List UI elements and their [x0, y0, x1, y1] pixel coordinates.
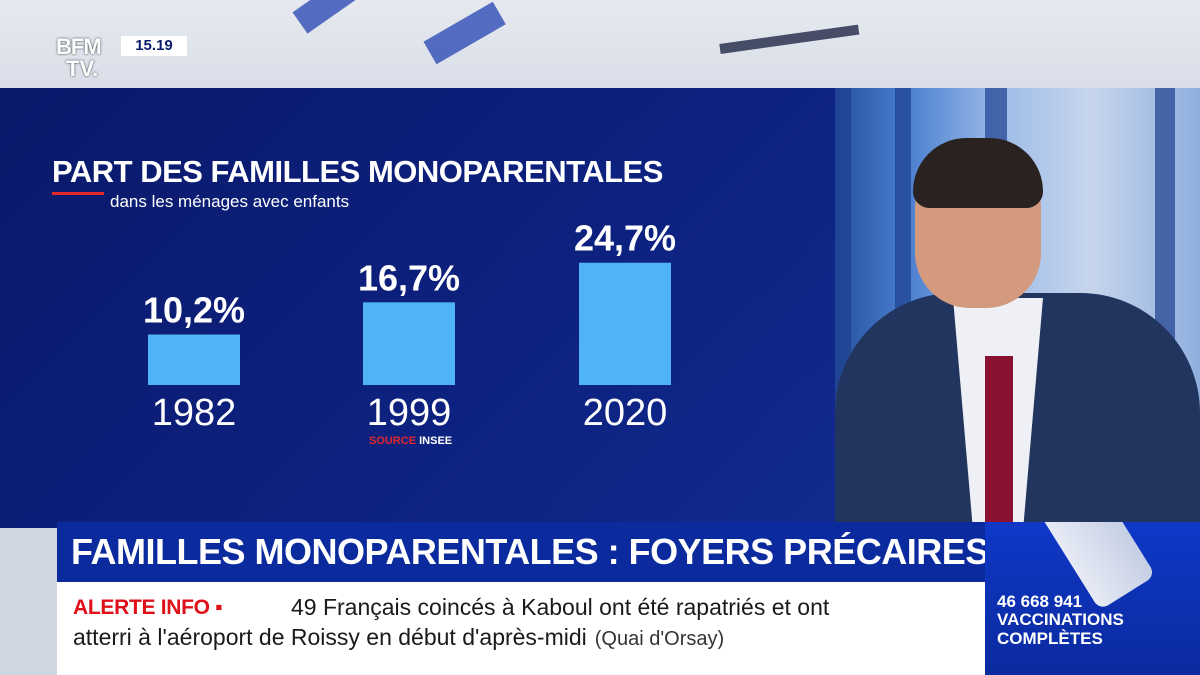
headline-banner: FAMILLES MONOPARENTALES : FOYERS PRÉCAIR…: [57, 522, 989, 582]
vaccination-count: 46 668 941: [997, 592, 1083, 611]
ticker-line2-text: atterri à l'aéroport de Roissy en début …: [73, 624, 587, 650]
category-label-2020: 2020: [583, 392, 668, 434]
studio-light-beam: [423, 1, 506, 65]
ticker-text-line2: atterri à l'aéroport de Roissy en début …: [73, 624, 724, 651]
headline-text: FAMILLES MONOPARENTALES : FOYERS PRÉCAIR…: [71, 531, 989, 572]
clock-time: 15.19: [121, 36, 187, 56]
category-label-1999: 1999: [367, 392, 452, 434]
alert-info-label: ALERTE INFO ▪: [73, 596, 223, 619]
data-label-2020: 24,7%: [574, 218, 676, 259]
chart-panel: PART DES FAMILLES MONOPARENTALES dans le…: [0, 88, 835, 528]
source-name: INSEE: [419, 435, 453, 447]
bar-1982: [148, 334, 240, 385]
ticker-text-line1: 49 Français coincés à Kaboul ont été rap…: [291, 594, 830, 620]
logo-text-tv: TV.: [66, 56, 99, 81]
chart-subtitle: dans les ménages avec enfants: [110, 192, 350, 211]
presenter-hair: [913, 138, 1043, 208]
presenter-tie: [985, 356, 1013, 528]
channel-logo: BFM TV.: [56, 34, 120, 84]
chart-source: SOURCE INSEE: [369, 435, 452, 447]
vaccination-label: VACCINATIONS COMPLÈTES: [997, 610, 1124, 648]
presenter-video: [835, 88, 1200, 528]
data-label-1999: 16,7%: [358, 257, 460, 298]
studio-light-beam: [719, 24, 860, 54]
vaccination-counter: 46 668 941 VACCINATIONS COMPLÈTES: [985, 522, 1200, 675]
studio-light-beam: [292, 0, 382, 34]
news-ticker: ALERTE INFO ▪ 49 Français coincés à Kabo…: [57, 582, 985, 675]
title-underline: [52, 192, 104, 195]
data-label-1982: 10,2%: [143, 290, 245, 331]
bar-2020: [579, 262, 671, 385]
logo-text-bfm: BFM: [56, 34, 102, 59]
ticker-source: (Quai d'Orsay): [594, 628, 725, 650]
chart-title: PART DES FAMILLES MONOPARENTALES: [52, 154, 663, 189]
studio-background: [0, 0, 1200, 88]
bar-1999: [363, 302, 455, 385]
bar-chart: 10,2% 1982 16,7% 1999 24,7% 2020: [143, 218, 676, 434]
source-label: SOURCE: [369, 435, 417, 447]
category-label-1982: 1982: [152, 392, 237, 434]
